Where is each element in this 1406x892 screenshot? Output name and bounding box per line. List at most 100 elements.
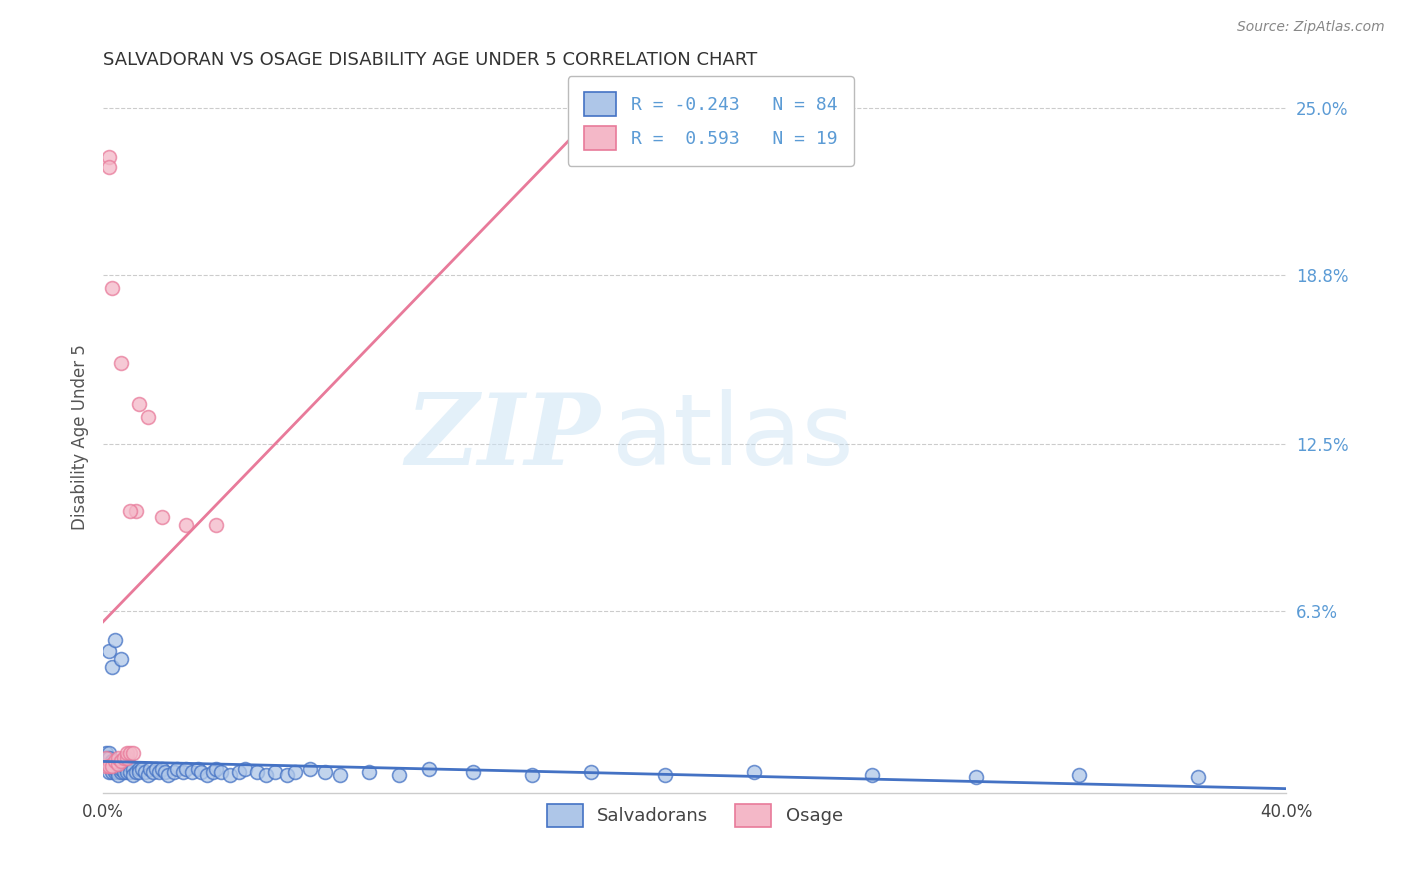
Point [112,759,135,773]
Point [174,762,197,776]
Point [115,764,138,779]
Point [115,746,138,760]
Text: SALVADORAN VS OSAGE DISABILITY AGE UNDER 5 CORRELATION CHART: SALVADORAN VS OSAGE DISABILITY AGE UNDER… [103,51,758,69]
Point [187,762,209,776]
Point [110,652,132,666]
Point [254,767,277,781]
Point [284,764,307,779]
Point [104,754,127,768]
Point [98,764,121,779]
Point [118,504,141,518]
Point [101,754,124,768]
Point [110,754,132,768]
Point [98,644,121,658]
Point [131,762,153,776]
Point [128,764,150,779]
Point [233,762,256,776]
Point [124,504,146,518]
Point [388,767,411,781]
Point [174,517,197,532]
Point [104,759,127,773]
Point [98,751,121,765]
Point [94,759,117,773]
Point [101,762,124,776]
Point [107,756,129,771]
Point [150,509,173,524]
Point [134,764,156,779]
Point [155,764,177,779]
Point [299,762,322,776]
Point [107,762,129,776]
Point [101,759,124,773]
Point [101,660,124,674]
Legend: Salvadorans, Osage: Salvadorans, Osage [540,797,851,834]
Point [104,762,127,776]
Point [204,517,226,532]
Point [1187,770,1209,784]
Point [329,767,352,781]
Point [112,762,135,776]
Point [104,756,127,771]
Point [101,764,124,779]
Text: atlas: atlas [612,389,853,486]
Point [115,751,138,765]
Point [124,764,146,779]
Point [118,746,141,760]
Point [172,764,194,779]
Point [180,764,202,779]
Point [461,764,484,779]
Point [112,764,135,779]
Point [107,751,129,765]
Point [104,764,127,779]
Point [121,746,143,760]
Point [128,762,150,776]
Point [136,410,159,425]
Point [1069,767,1091,781]
Point [107,756,129,771]
Point [148,764,170,779]
Point [98,161,121,175]
Point [104,633,127,648]
Point [142,764,165,779]
Point [98,759,121,773]
Point [965,770,987,784]
Point [94,751,117,765]
Point [107,759,129,773]
Point [195,767,218,781]
Point [118,764,141,779]
Point [150,762,173,776]
Point [163,764,186,779]
Point [121,762,143,776]
Point [128,397,150,411]
Point [118,759,141,773]
Point [115,762,138,776]
Point [157,767,180,781]
Point [101,759,124,773]
Point [110,356,132,370]
Point [107,767,129,781]
Point [204,762,226,776]
Point [166,762,188,776]
Point [112,751,135,765]
Point [121,767,143,781]
Point [136,767,159,781]
Point [742,764,765,779]
Point [654,767,676,781]
Point [359,764,381,779]
Point [101,281,124,295]
Point [145,762,167,776]
Point [101,756,124,771]
Point [263,764,285,779]
Point [219,767,242,781]
Point [98,150,121,164]
Point [94,756,117,771]
Point [190,764,212,779]
Point [201,764,224,779]
Point [110,762,132,776]
Point [94,746,117,760]
Point [139,762,162,776]
Point [228,764,250,779]
Point [110,759,132,773]
Point [860,767,883,781]
Point [581,764,603,779]
